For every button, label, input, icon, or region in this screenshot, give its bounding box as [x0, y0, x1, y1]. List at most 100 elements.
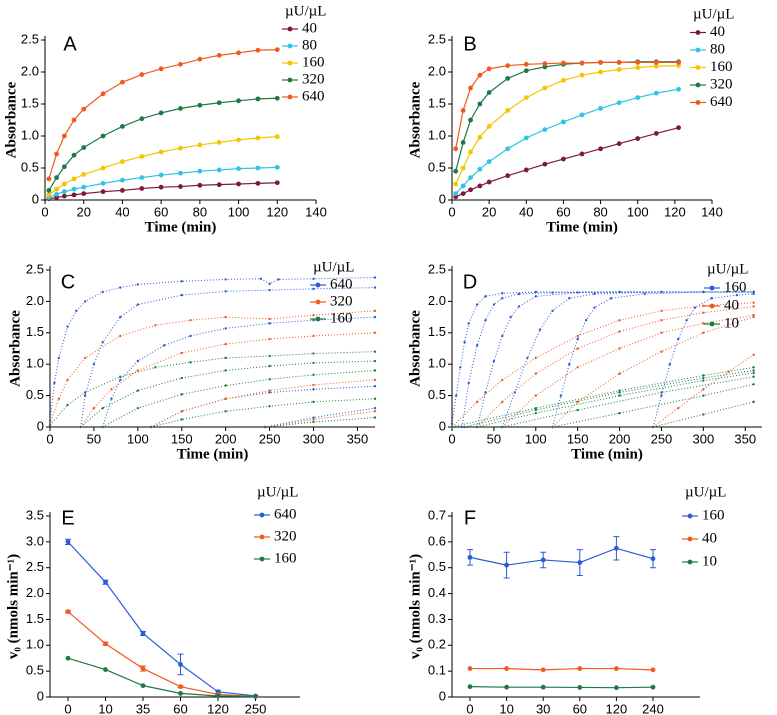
data-point: [505, 76, 511, 81]
series-line: [67, 611, 256, 698]
y-tick-label: 1.0: [26, 637, 44, 652]
data-point: [216, 182, 222, 188]
data-point: [551, 425, 554, 429]
data-point: [224, 384, 227, 387]
y-tick-label: 1.5: [428, 95, 446, 110]
data-point: [484, 319, 487, 322]
data-point: [178, 145, 183, 151]
data-point: [561, 156, 566, 162]
legend-label: 40: [710, 24, 725, 40]
series-line: [451, 302, 754, 428]
data-point: [579, 60, 585, 66]
legend-label: 10: [702, 553, 717, 569]
data-point: [653, 63, 659, 69]
data-point: [312, 361, 315, 365]
data-point: [710, 297, 713, 300]
legend-label: 80: [302, 37, 317, 53]
y-tick-label: 1.0: [21, 127, 39, 142]
data-point: [467, 322, 470, 325]
data-point: [702, 290, 705, 294]
data-point: [158, 172, 164, 178]
data-point: [598, 146, 603, 152]
error-bar: [177, 685, 184, 689]
data-point: [614, 685, 619, 691]
data-point: [618, 389, 621, 392]
data-point: [197, 182, 203, 188]
x-tick-label: 80: [193, 204, 207, 219]
legend-label: 320: [274, 528, 297, 544]
data-point: [66, 378, 69, 382]
series-line: [455, 61, 679, 149]
series-line: [469, 686, 654, 689]
data-point: [523, 135, 529, 141]
data-point: [61, 189, 67, 195]
data-point: [551, 291, 554, 294]
data-point: [158, 110, 164, 116]
data-point: [54, 175, 60, 181]
data-point: [81, 145, 87, 150]
x-tick-label: 0: [448, 431, 455, 446]
legend-marker: [695, 65, 701, 70]
x-tick-label: 140: [701, 204, 723, 219]
data-point: [120, 177, 125, 183]
data-point: [312, 287, 315, 291]
data-point: [523, 61, 529, 67]
data-point: [651, 425, 655, 429]
data-point: [492, 303, 496, 306]
data-point: [253, 694, 258, 699]
legend-marker: [709, 285, 715, 291]
series-line: [469, 547, 654, 566]
data-point: [650, 667, 656, 673]
x-tick-label: 100: [228, 204, 250, 219]
data-point: [136, 359, 140, 363]
data-point: [454, 394, 458, 397]
data-point: [373, 309, 377, 313]
y-axis-label: Absorbance: [407, 81, 423, 158]
data-point: [542, 61, 548, 67]
legend-marker: [709, 303, 715, 309]
data-point: [616, 60, 622, 65]
data-point: [576, 347, 579, 350]
data-point: [373, 315, 377, 319]
data-point: [268, 288, 271, 292]
legend-marker: [315, 282, 321, 288]
data-point: [561, 60, 566, 66]
data-point: [702, 304, 705, 307]
data-point: [475, 344, 479, 347]
y-tick-label: 0.2: [428, 637, 446, 652]
series-line: [501, 291, 754, 428]
error-bar: [140, 665, 146, 672]
data-point: [676, 86, 681, 92]
data-point: [81, 172, 87, 177]
data-point: [702, 374, 705, 377]
series-line: [67, 541, 256, 697]
data-point: [477, 134, 483, 140]
data-point: [752, 383, 755, 386]
data-point: [460, 108, 466, 113]
data-point: [677, 406, 680, 410]
data-point: [618, 391, 621, 394]
data-point: [593, 292, 596, 296]
data-point: [616, 100, 622, 106]
data-point: [71, 117, 77, 123]
data-point: [48, 423, 52, 427]
y-tick-label: 0: [439, 418, 446, 433]
series-line: [552, 291, 754, 428]
data-point: [312, 388, 315, 391]
data-point: [505, 146, 511, 152]
data-point: [475, 425, 479, 429]
y-tick-label: 0.5: [26, 387, 44, 402]
y-tick-label: 1.5: [428, 324, 446, 339]
data-point: [197, 56, 203, 62]
data-point: [54, 191, 60, 197]
data-point: [236, 166, 241, 172]
error-bar: [140, 630, 146, 636]
data-point: [268, 405, 271, 408]
data-point: [501, 400, 504, 404]
data-point: [618, 347, 621, 350]
series-line: [455, 61, 679, 172]
data-point: [216, 167, 222, 173]
x-tick-label: 60: [556, 204, 570, 219]
x-tick-label: 200: [609, 431, 631, 446]
